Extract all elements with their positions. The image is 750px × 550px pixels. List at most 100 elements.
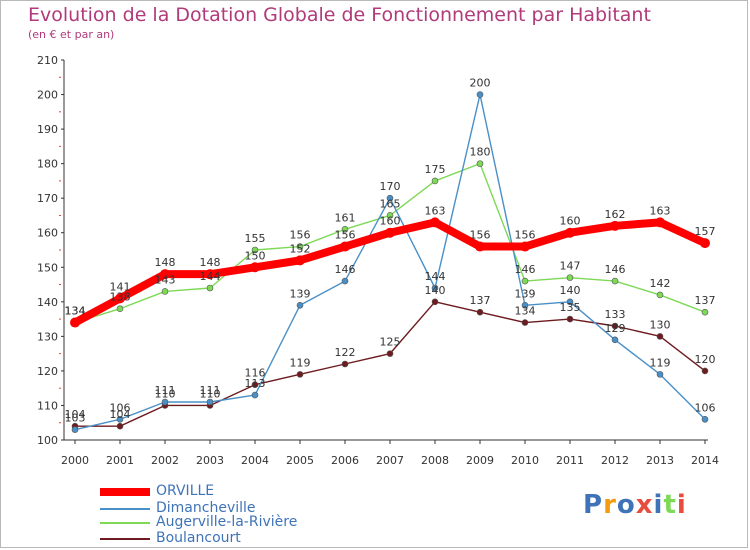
data-point [116,415,124,423]
data-label: 103 [65,412,86,425]
data-label: 146 [335,263,356,276]
data-label: 146 [515,263,536,276]
data-point [476,308,484,316]
data-label: 104 [110,408,131,421]
data-point [611,336,619,344]
logo-letter: x [635,490,654,520]
data-label: 140 [425,284,446,297]
data-point [251,246,259,254]
data-point [206,398,214,406]
x-tick-label: 2013 [646,454,674,467]
x-tick-label: 2000 [61,454,89,467]
data-point [431,284,439,292]
data-point [700,238,710,249]
data-label: 106 [695,401,716,414]
data-point [701,308,709,316]
x-tick-label: 2009 [466,454,494,467]
data-point [116,305,124,313]
data-point [71,426,79,433]
data-label: 139 [515,287,536,300]
x-tick-label: 2005 [286,454,314,467]
y-tick-label: 170 [37,192,58,205]
legend-swatch-boulancourt [100,538,150,540]
data-point [566,298,574,306]
data-label: 150 [245,249,266,262]
data-point [611,277,619,285]
data-point [341,277,349,285]
data-point [610,220,620,231]
data-label: 111 [200,384,221,397]
data-label: 141 [110,280,131,293]
data-point [476,91,484,98]
chart-title: Evolution de la Dotation Globale de Fonc… [28,4,651,26]
data-point [566,274,574,281]
data-label: 129 [605,322,626,335]
data-label: 110 [200,387,221,400]
legend-label-dimancheville: Dimancheville [156,500,256,516]
logo-letter: P [583,490,604,520]
logo-letter: t [663,490,677,520]
data-point [206,284,214,292]
data-point [521,277,529,285]
data-point [656,333,664,340]
data-label: 180 [470,146,491,159]
data-label: 137 [470,294,491,307]
data-label: 156 [470,229,491,242]
y-tick-label: 150 [37,261,58,274]
data-label: 155 [245,232,266,245]
data-point [296,301,304,309]
data-label: 157 [695,225,716,238]
data-label: 135 [560,301,581,314]
data-label: 111 [155,384,176,397]
y-tick-label: 210 [37,54,58,67]
data-point [296,243,304,250]
data-point [386,194,394,202]
data-point [430,217,440,228]
axes: 100 110 120 130 140 150 160 170 180 190 200 210 2000… [37,54,719,467]
y-tick-label: 190 [37,123,58,136]
data-point [476,160,484,167]
proxiti-logo: Proxiti [583,490,687,520]
data-point [521,301,529,309]
x-tick-label: 2002 [151,454,179,467]
logo-letter: i [676,490,687,520]
y-tick-label: 100 [37,434,58,447]
data-label: 160 [380,215,401,228]
data-point [566,315,574,323]
data-label: 122 [335,346,356,359]
data-point [296,371,304,378]
legend-label-orville: ORVILLE [156,483,215,499]
data-point [115,293,125,304]
data-label: 116 [245,367,266,380]
data-point [160,269,170,280]
data-label: 134 [65,305,86,318]
data-point [250,262,260,273]
legend-label-augerville: Augerville-la-Rivière [156,514,298,530]
data-point [385,227,395,238]
data-point [656,291,664,299]
x-tick-label: 2014 [691,454,719,467]
data-point [116,422,124,430]
data-label: 165 [380,197,401,210]
data-point [475,241,485,252]
x-tick-label: 2003 [196,454,224,467]
data-label: 119 [290,356,311,369]
x-tick-label: 2001 [106,454,134,467]
data-label: 156 [335,229,356,242]
y-tick-label: 200 [37,89,58,102]
x-tick-label: 2011 [556,454,584,467]
y-tick-label: 180 [37,158,58,171]
data-label: 152 [290,242,311,255]
data-label: 170 [380,180,401,193]
data-point [611,322,619,330]
data-point [341,225,349,233]
data-point [251,391,259,399]
data-label: 137 [695,294,716,307]
data-point [431,177,439,185]
x-tick-label: 2008 [421,454,449,467]
data-label: 163 [650,204,671,217]
legend-label-boulancourt: Boulancourt [156,530,241,546]
x-tick-label: 2004 [241,454,269,467]
